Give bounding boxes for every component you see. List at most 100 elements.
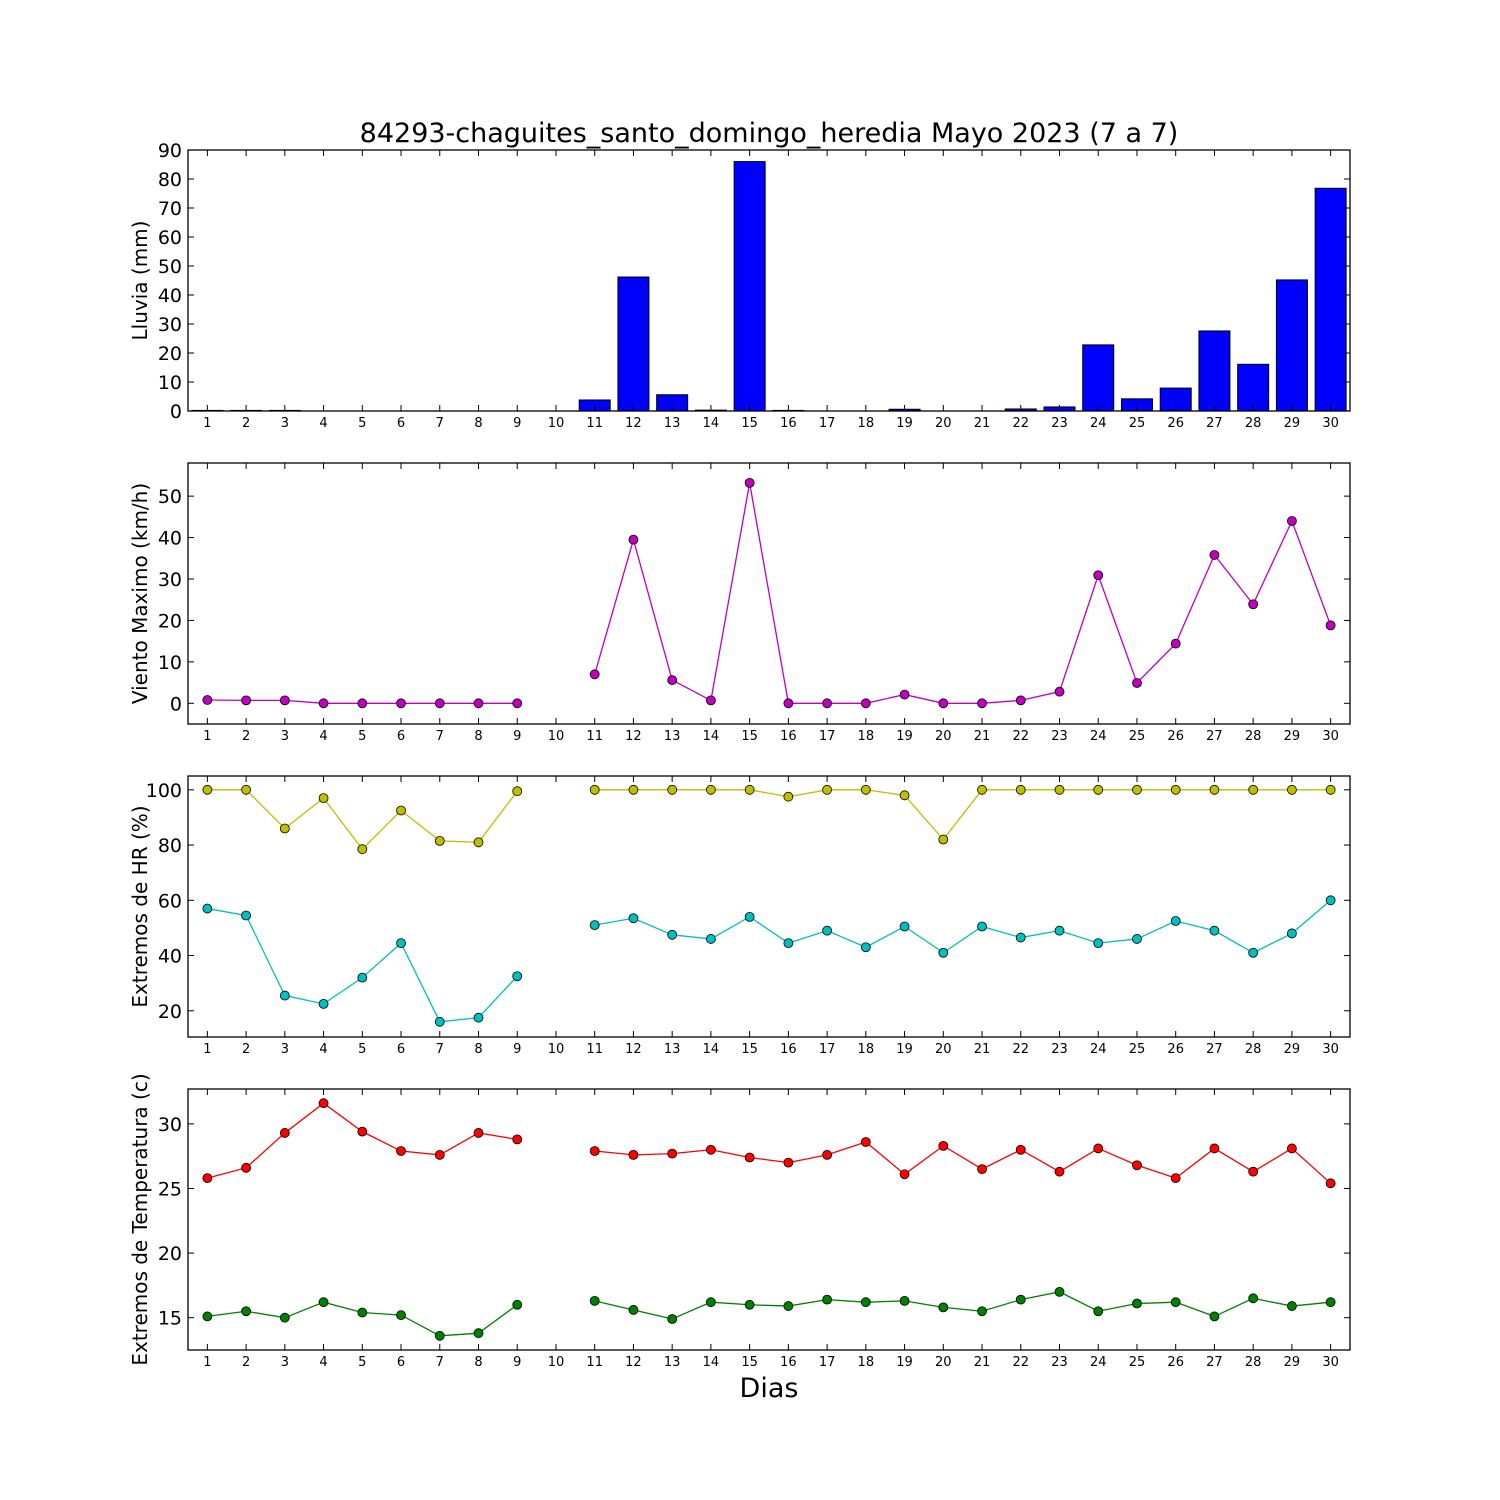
x-tick-label: 9 [513,1355,521,1370]
point-day-29 [1287,928,1297,939]
point-day-8 [473,698,484,709]
point-day-4 [318,1098,329,1109]
point-day-25 [1132,1298,1142,1309]
x-tick-label: 20 [935,416,952,431]
x-tick-label: 9 [513,729,521,744]
point-day-1 [202,1311,213,1322]
x-tick-label: 17 [819,729,836,744]
y-tick-label: 60 [158,890,182,912]
y-tick-label: 20 [158,343,182,365]
point-day-7 [434,698,445,709]
y-tick-label: 30 [158,1114,182,1136]
x-tick-label: 24 [1090,1042,1107,1057]
x-tick-label: 9 [513,1042,521,1057]
x-tick-label: 25 [1129,729,1146,744]
x-tick-label: 2 [242,1355,250,1370]
point-day-23 [1054,784,1065,795]
x-tick-label: 1 [203,1355,211,1370]
point-day-16 [783,938,794,948]
point-day-3 [279,1128,290,1138]
y-tick-label: 20 [158,1243,182,1265]
x-tick-label: 29 [1284,729,1301,744]
x-tick-label: 28 [1245,1042,1262,1057]
x-tick-label: 20 [935,729,952,744]
x-tick-label: 5 [358,1355,366,1370]
x-tick-label: 30 [1322,416,1339,431]
point-day-6 [396,1310,406,1321]
y-tick-label: 20 [158,1001,182,1023]
x-tick-label: 30 [1322,1042,1339,1057]
point-day-28 [1248,947,1259,958]
point-day-16 [783,791,794,802]
x-tick-label: 22 [1012,1042,1029,1057]
x-tick-label: 25 [1129,416,1146,431]
point-day-13 [667,784,678,795]
x-tick-label: 5 [358,729,366,744]
x-tick-label: 4 [319,1355,327,1370]
x-tick-label: 5 [358,416,366,431]
x-tick-label: 1 [203,729,211,744]
point-day-30 [1325,1297,1336,1308]
point-day-8 [473,1128,484,1138]
point-day-8 [473,1328,484,1339]
x-tick-label: 22 [1012,1355,1029,1370]
point-day-16 [783,1157,794,1168]
point-day-18 [860,698,871,709]
y-tick-label: 80 [158,169,182,191]
x-tick-label: 7 [436,1042,444,1057]
point-day-30 [1325,784,1336,795]
x-tick-label: 16 [780,729,797,744]
point-day-14 [706,784,716,795]
x-tick-label: 10 [548,1042,565,1057]
chart-panels: 1 2 3 4 5 6 7 8 9 10 11 12 13 14 15 16 17 18 19 20 21 22 23 24 2… [128,140,1351,1370]
x-tick-label: 29 [1284,1355,1301,1370]
x-tick-label: 19 [896,1042,913,1057]
x-tick-label: 1 [203,1042,211,1057]
point-day-20 [938,834,949,845]
point-day-28 [1248,1293,1259,1304]
x-tick-label: 23 [1051,1042,1068,1057]
point-day-16 [783,698,794,709]
x-tick-label: 6 [397,729,405,744]
point-day-24 [1093,570,1104,581]
point-day-27 [1209,1143,1220,1154]
x-tick-label: 28 [1245,729,1262,744]
point-day-11 [589,1296,600,1306]
x-tick-label: 18 [858,1355,875,1370]
x-tick-label: 14 [703,416,720,431]
x-tick-label: 23 [1051,1355,1068,1370]
series-line [594,789,1331,841]
x-tick-label: 15 [741,416,758,431]
point-day-13 [667,675,678,685]
point-day-22 [1015,1144,1026,1155]
x-tick-label: 4 [319,1042,327,1057]
point-day-9 [512,1134,523,1145]
x-tick-label: 17 [819,1355,836,1370]
point-day-4 [318,793,329,803]
axes-frame [187,1088,1351,1351]
point-day-19 [899,790,910,801]
x-tick-label: 26 [1167,416,1184,431]
point-day-14 [706,1297,716,1308]
x-tick-label: 21 [974,1042,991,1057]
x-tick-label: 8 [474,1042,482,1057]
x-tick-label: 10 [548,416,565,431]
x-tick-label: 24 [1090,416,1107,431]
x-tick-label: 13 [664,416,681,431]
x-tick-label: 6 [397,1042,405,1057]
y-tick-label: 60 [158,227,182,249]
point-day-12 [628,1305,639,1315]
point-day-21 [977,698,987,709]
axes-frame [187,775,1351,1038]
point-day-4 [318,998,329,1009]
point-day-1 [202,695,213,705]
point-day-27 [1209,1311,1220,1322]
series-1 [202,477,1336,709]
point-day-26 [1170,916,1181,926]
axes-frame [187,149,1351,412]
point-day-7 [434,1016,445,1027]
point-day-2 [241,695,252,706]
point-day-24 [1093,1306,1104,1317]
point-day-6 [396,805,406,816]
point-day-23 [1054,1286,1065,1297]
